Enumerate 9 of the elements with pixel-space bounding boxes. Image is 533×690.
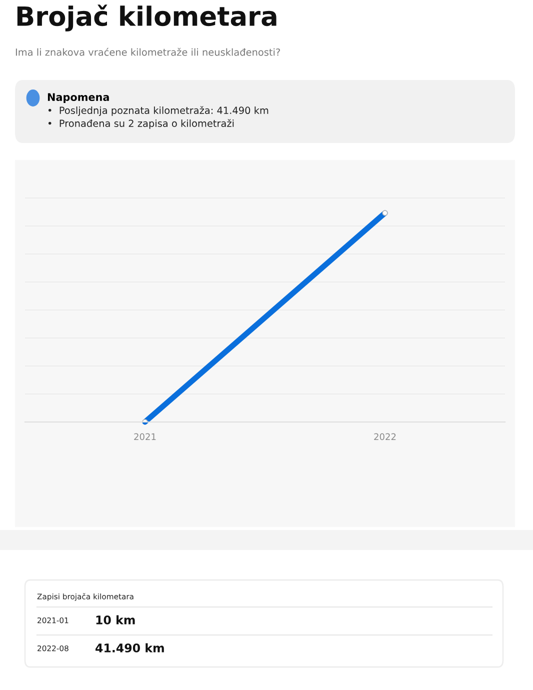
chart-subtitle: Ima li znakova vraćene kilometraže ili neusklađenosti? [16,48,280,56]
text: Napomena [48,93,109,104]
chart-title: Brojač kilometara [17,4,276,32]
text: • Posljednja poznata kilometraža: 41.490 km [48,106,268,116]
text: 41.490 km [96,643,164,652]
x-tick-label: 2022 [374,433,396,440]
x-tick-label: 2021 [134,433,156,440]
text: 10 km [96,615,135,624]
text: • Pronađena su 2 zapisa o kilometraži [48,119,234,129]
